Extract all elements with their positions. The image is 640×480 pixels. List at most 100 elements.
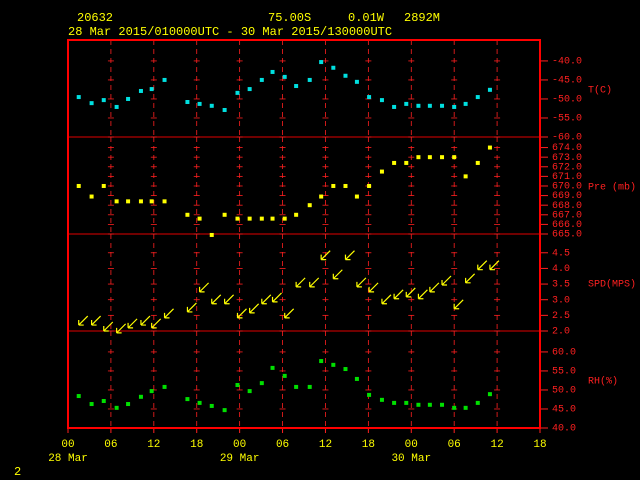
data-point	[89, 101, 94, 106]
data-point	[452, 155, 457, 160]
y-tick-label: -40.0	[552, 57, 582, 68]
y-tick-label: 60.0	[552, 348, 576, 359]
y-tick-label: 674.0	[552, 143, 582, 154]
data-point	[463, 101, 468, 106]
y-tick-label: 670.0	[552, 182, 582, 193]
data-point	[392, 400, 397, 405]
data-point	[331, 362, 336, 367]
wind-arrow	[116, 323, 127, 334]
data-point	[101, 398, 106, 403]
data-point	[427, 103, 432, 108]
data-point	[416, 155, 421, 160]
wind-arrow	[417, 289, 428, 300]
data-point	[197, 216, 202, 221]
data-point	[235, 90, 240, 95]
data-point	[354, 194, 359, 199]
data-point	[76, 95, 81, 100]
station-id: 20632	[77, 11, 113, 25]
y-tick-label: 672.0	[552, 162, 582, 173]
data-point	[222, 107, 227, 112]
data-point	[138, 394, 143, 399]
data-point	[101, 98, 106, 103]
data-point	[282, 74, 287, 79]
data-point	[367, 392, 372, 397]
y-tick-label: 666.0	[552, 220, 582, 231]
x-tick-label: 00	[405, 439, 418, 451]
data-point	[343, 183, 348, 188]
data-point	[440, 103, 445, 108]
data-point	[209, 403, 214, 408]
data-point	[270, 216, 275, 221]
data-point	[222, 408, 227, 413]
data-point	[282, 373, 287, 378]
data-point	[392, 104, 397, 109]
y-tick-label: 4.5	[552, 248, 570, 259]
data-point	[319, 60, 324, 65]
data-point	[427, 155, 432, 160]
wind-arrow	[224, 294, 235, 305]
data-point	[185, 212, 190, 217]
data-point	[475, 160, 480, 165]
longitude: 0.01W	[348, 11, 385, 25]
wind-arrow	[78, 315, 89, 326]
data-point	[354, 79, 359, 84]
y-tick-label: 2.5	[552, 311, 570, 322]
wind-arrow	[236, 308, 247, 319]
data-point	[392, 160, 397, 165]
data-point	[149, 87, 154, 92]
date-label: 30 Mar	[391, 453, 431, 465]
x-tick-label: 18	[533, 439, 546, 451]
wind-arrow	[453, 299, 464, 310]
data-point	[331, 65, 336, 70]
data-point	[126, 402, 131, 407]
data-point	[282, 216, 287, 221]
data-point	[440, 402, 445, 407]
data-point	[114, 405, 119, 410]
y-tick-label: 669.0	[552, 191, 582, 202]
y-tick-label: -50.0	[552, 95, 582, 106]
data-point	[185, 100, 190, 105]
wind-arrow	[489, 260, 500, 271]
wind-arrow	[186, 302, 197, 313]
x-tick-label: 06	[104, 439, 117, 451]
data-point	[162, 199, 167, 204]
data-point	[235, 216, 240, 221]
data-point	[114, 199, 119, 204]
data-point	[331, 183, 336, 188]
data-point	[126, 199, 131, 204]
data-point	[114, 104, 119, 109]
wind-arrow	[198, 282, 210, 293]
wind-arrow	[320, 250, 331, 261]
plot-frame	[67, 39, 541, 429]
data-point	[270, 69, 275, 74]
data-point	[162, 77, 167, 82]
x-tick-label: 00	[233, 439, 246, 451]
data-point	[379, 98, 384, 103]
y-tick-label: 668.0	[552, 201, 582, 212]
y-axis-label: Pre (mb)	[588, 182, 636, 194]
wind-arrow	[103, 321, 114, 332]
data-point	[307, 203, 312, 208]
y-tick-label: 50.0	[552, 386, 576, 397]
y-tick-label: 667.0	[552, 210, 582, 221]
data-point	[149, 389, 154, 394]
wind-arrow	[91, 315, 102, 326]
data-point	[416, 103, 421, 108]
data-point	[440, 155, 445, 160]
data-point	[138, 88, 143, 93]
data-point	[209, 232, 214, 237]
x-tick-label: 18	[190, 439, 203, 451]
y-tick-label: 55.0	[552, 367, 576, 378]
data-point	[463, 174, 468, 179]
data-point	[197, 101, 202, 106]
wind-arrow	[151, 318, 162, 329]
data-point	[487, 87, 492, 92]
data-point	[404, 400, 409, 405]
data-point	[379, 397, 384, 402]
data-point	[452, 405, 457, 410]
data-point	[404, 160, 409, 165]
date-label: 29 Mar	[220, 453, 260, 465]
data-point	[294, 384, 299, 389]
wind-arrow	[393, 289, 404, 300]
y-tick-label: 40.0	[552, 424, 576, 435]
